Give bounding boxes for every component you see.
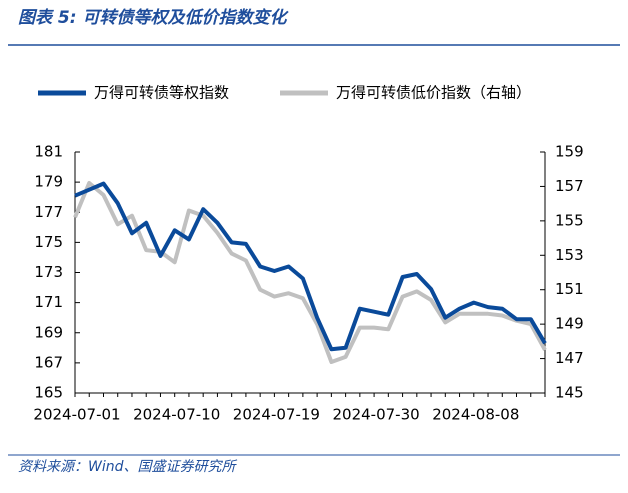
y-tick-label: 169 — [34, 323, 63, 341]
y2-tick-label: 157 — [555, 177, 584, 195]
y-tick-label: 171 — [34, 293, 63, 311]
y2-tick-label: 159 — [555, 143, 584, 161]
y2-tick-label: 155 — [555, 211, 584, 229]
x-tick-label: 2024-07-01 — [33, 406, 120, 424]
series-line — [74, 181, 547, 352]
x-tick-label: 2024-07-30 — [332, 406, 419, 424]
series-line — [73, 181, 547, 364]
x-tick-label: 2024-07-10 — [133, 406, 220, 424]
y-tick-label: 165 — [34, 384, 63, 402]
y-tick-label: 175 — [34, 233, 63, 251]
legend-label: 万得可转债低价指数（右轴） — [336, 84, 531, 102]
y-tick-label: 173 — [34, 263, 63, 281]
y-tick-label: 177 — [34, 203, 63, 221]
y-tick-label: 179 — [34, 173, 63, 191]
y2-tick-label: 149 — [555, 315, 584, 333]
y-tick-label: 167 — [34, 353, 63, 371]
legend-label: 万得可转债等权指数 — [94, 84, 229, 102]
x-tick-label: 2024-07-19 — [233, 406, 320, 424]
y-tick-label: 181 — [34, 143, 63, 161]
source: 资料来源：Wind、国盛证券研究所 — [18, 459, 237, 475]
y2-tick-label: 145 — [555, 384, 584, 402]
y2-tick-label: 153 — [555, 246, 584, 264]
y2-tick-label: 151 — [555, 280, 584, 298]
x-tick-label: 2024-08-08 — [432, 406, 519, 424]
chart-title: 图表 5: 可转债等权及低价指数变化 — [18, 8, 289, 28]
y2-tick-label: 147 — [555, 349, 584, 367]
